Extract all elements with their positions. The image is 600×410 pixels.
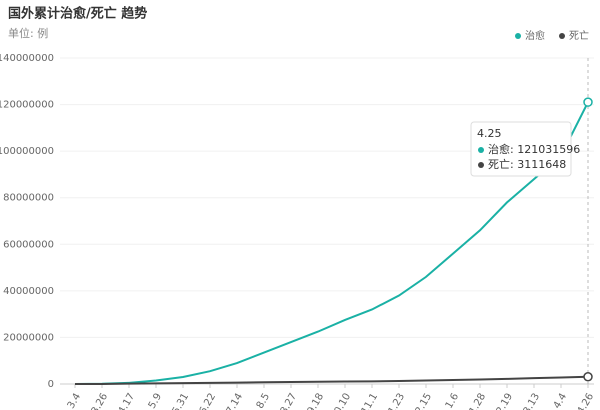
x-tick-label: 4.4 — [552, 392, 569, 410]
hover-point — [583, 372, 593, 382]
x-tick-label: 4.26 — [576, 392, 597, 410]
tooltip-row: 死亡: 3111648 — [488, 157, 566, 171]
x-tick-label: 9.18 — [306, 392, 327, 410]
legend-label: 治愈 — [525, 29, 545, 42]
tooltip-row: 治愈: 121031596 — [488, 142, 580, 156]
chart-subtitle: 单位: 例 — [8, 26, 48, 40]
x-tick-label: 3.26 — [90, 392, 111, 410]
x-tick-label: 10.10 — [329, 392, 353, 410]
x-tick-label: 1.6 — [444, 392, 461, 410]
x-tick-label: 8.27 — [279, 392, 300, 410]
y-tick-label: 40000000 — [3, 286, 54, 297]
chart-title: 国外累计治愈/死亡 趋势 — [8, 6, 147, 22]
x-tick-label: 12.15 — [410, 392, 434, 410]
y-tick-label: 80000000 — [3, 193, 54, 204]
x-tick-label: 3.4 — [66, 392, 83, 410]
y-tick-label: 100000000 — [0, 146, 54, 157]
x-tick-label: 6.22 — [198, 392, 219, 410]
y-tick-label: 0 — [48, 379, 54, 390]
x-tick-label: 5.9 — [147, 392, 164, 410]
x-tick-label: 11.1 — [360, 392, 381, 410]
x-tick-label: 11.23 — [383, 392, 407, 410]
x-tick-label: 3.13 — [522, 392, 543, 410]
legend-marker — [559, 33, 565, 39]
x-tick-label: 1.28 — [468, 392, 489, 410]
tooltip-marker — [478, 147, 484, 153]
series-line — [74, 101, 589, 385]
y-tick-label: 60000000 — [3, 239, 54, 250]
legend-label: 死亡 — [569, 29, 589, 42]
x-tick-label: 2.19 — [495, 392, 516, 410]
x-tick-label: 5.31 — [171, 392, 192, 410]
series-line — [74, 375, 589, 385]
x-tick-label: 4.17 — [117, 392, 138, 410]
hover-point — [583, 97, 593, 107]
tooltip-title: 4.25 — [477, 127, 502, 140]
x-tick-label: 7.14 — [225, 392, 246, 410]
y-tick-label: 140000000 — [0, 53, 54, 64]
y-tick-label: 20000000 — [3, 332, 54, 343]
y-tick-label: 120000000 — [0, 100, 54, 111]
tooltip-marker — [478, 162, 484, 168]
x-tick-label: 8.5 — [255, 392, 272, 410]
legend-marker — [515, 33, 521, 39]
tooltip-box — [470, 121, 572, 177]
